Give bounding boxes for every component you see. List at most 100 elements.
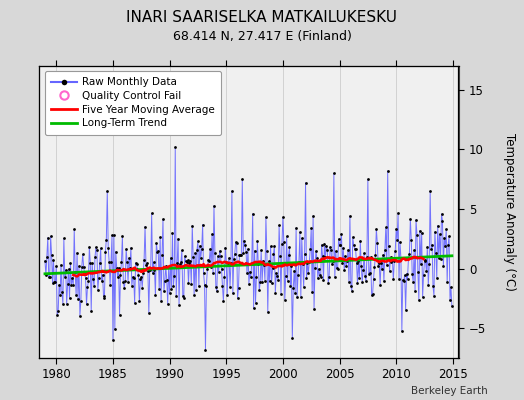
Point bbox=[366, 270, 374, 276]
Point bbox=[217, 266, 226, 272]
Point bbox=[393, 237, 401, 243]
Point bbox=[444, 242, 452, 248]
Point bbox=[253, 238, 261, 244]
Point bbox=[352, 260, 361, 266]
Point bbox=[233, 240, 241, 246]
Point bbox=[377, 260, 385, 266]
Point bbox=[162, 277, 171, 283]
Point bbox=[401, 306, 410, 313]
Point bbox=[220, 274, 228, 280]
Point bbox=[306, 246, 314, 253]
Point bbox=[442, 226, 451, 233]
Point bbox=[200, 270, 208, 276]
Point bbox=[246, 268, 254, 275]
Point bbox=[294, 258, 303, 265]
Point bbox=[259, 258, 267, 264]
Point bbox=[446, 297, 454, 303]
Point bbox=[171, 144, 179, 150]
Point bbox=[445, 233, 453, 240]
Point bbox=[235, 252, 244, 258]
Point bbox=[392, 226, 400, 232]
Point bbox=[255, 287, 264, 294]
Point bbox=[417, 260, 425, 267]
Point bbox=[184, 280, 193, 286]
Point bbox=[260, 262, 268, 268]
Point bbox=[144, 268, 152, 274]
Point bbox=[331, 274, 339, 280]
Point bbox=[219, 298, 227, 304]
Point bbox=[379, 252, 387, 258]
Point bbox=[248, 210, 257, 217]
Point bbox=[230, 255, 238, 262]
Point bbox=[75, 312, 84, 319]
Point bbox=[159, 216, 167, 222]
Point bbox=[343, 258, 351, 264]
Point bbox=[365, 271, 373, 277]
Point bbox=[82, 301, 91, 308]
Point bbox=[322, 242, 331, 249]
Point bbox=[154, 248, 162, 254]
Point bbox=[416, 227, 424, 234]
Point bbox=[344, 247, 352, 253]
Point bbox=[245, 280, 253, 287]
Point bbox=[277, 291, 285, 297]
Point bbox=[406, 216, 414, 222]
Point bbox=[426, 188, 434, 194]
Point bbox=[147, 210, 156, 216]
Point bbox=[438, 211, 446, 217]
Point bbox=[137, 274, 146, 280]
Point bbox=[187, 281, 195, 287]
Point bbox=[288, 335, 297, 342]
Point bbox=[383, 262, 391, 268]
Point bbox=[432, 250, 440, 256]
Point bbox=[267, 280, 276, 287]
Point bbox=[378, 266, 386, 272]
Point bbox=[367, 292, 376, 299]
Point bbox=[366, 254, 375, 260]
Point bbox=[293, 294, 301, 300]
Point bbox=[381, 224, 390, 231]
Point bbox=[128, 274, 137, 280]
Point bbox=[335, 242, 344, 248]
Point bbox=[272, 270, 280, 276]
Point bbox=[227, 260, 235, 266]
Point bbox=[433, 222, 442, 229]
Point bbox=[414, 297, 423, 303]
Point bbox=[108, 232, 116, 238]
Point bbox=[369, 276, 378, 282]
Point bbox=[440, 235, 449, 242]
Point bbox=[221, 244, 230, 251]
Point bbox=[334, 236, 343, 242]
Point bbox=[371, 252, 379, 259]
Point bbox=[270, 243, 279, 249]
Point bbox=[228, 188, 236, 194]
Point bbox=[208, 231, 216, 238]
Point bbox=[140, 257, 148, 263]
Point bbox=[112, 248, 120, 255]
Point bbox=[279, 214, 287, 220]
Point bbox=[325, 273, 333, 280]
Point bbox=[113, 265, 121, 271]
Point bbox=[80, 264, 88, 270]
Point bbox=[258, 279, 266, 286]
Point bbox=[397, 254, 405, 261]
Point bbox=[73, 250, 81, 256]
Point bbox=[438, 218, 446, 224]
Point bbox=[441, 243, 450, 249]
Point bbox=[232, 239, 240, 245]
Point bbox=[205, 258, 213, 264]
Point bbox=[105, 259, 113, 265]
Point bbox=[90, 283, 99, 289]
Point bbox=[429, 283, 437, 290]
Point bbox=[340, 267, 348, 274]
Point bbox=[222, 259, 231, 265]
Point bbox=[148, 270, 157, 276]
Point bbox=[183, 257, 192, 263]
Point bbox=[447, 284, 455, 290]
Point bbox=[61, 267, 70, 273]
Point bbox=[385, 268, 394, 274]
Point bbox=[170, 272, 179, 279]
Point bbox=[345, 279, 353, 285]
Point bbox=[285, 244, 293, 251]
Point bbox=[145, 309, 153, 316]
